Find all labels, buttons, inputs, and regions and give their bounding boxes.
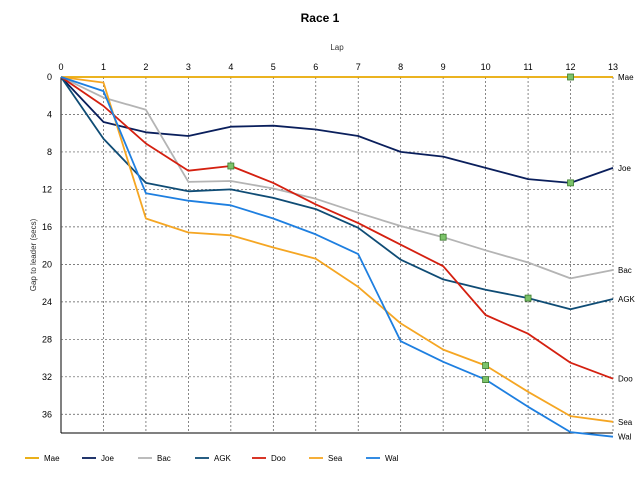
- x-tick-label: 13: [608, 62, 618, 72]
- x-axis-label: Lap: [330, 43, 344, 52]
- series-lines: [60, 76, 614, 438]
- end-label-mae: Mae: [618, 73, 634, 82]
- grid: [60, 77, 614, 434]
- y-tick-label: 20: [42, 259, 52, 269]
- y-tick-label: 24: [42, 297, 52, 307]
- pit-marker-joe: [567, 179, 574, 187]
- end-label-agk: AGK: [618, 295, 636, 304]
- series-line-joe: [60, 76, 614, 184]
- x-tick-label: 4: [228, 62, 233, 72]
- legend-label-wal: Wal: [385, 454, 399, 463]
- legend-label-agk: AGK: [214, 454, 232, 463]
- y-tick-label: 8: [47, 147, 52, 157]
- legend-label-bac: Bac: [157, 454, 171, 463]
- x-tick-label: 11: [523, 62, 532, 72]
- series-line-wal: [60, 76, 614, 438]
- pit-marker-mae: [567, 73, 574, 81]
- legend: Mae Joe Bac AGK Doo Sea Wal: [25, 454, 399, 463]
- legend-label-sea: Sea: [328, 454, 343, 463]
- legend-label-doo: Doo: [271, 454, 286, 463]
- chart-title: Race 1: [301, 11, 340, 25]
- end-label-joe: Joe: [618, 164, 631, 173]
- x-tick-label: 7: [356, 62, 361, 72]
- x-tick-label: 1: [101, 62, 106, 72]
- x-tick-label: 5: [271, 62, 276, 72]
- y-tick-label: 12: [42, 184, 52, 194]
- x-tick-label: 10: [481, 62, 491, 72]
- series-line-agk: [60, 76, 614, 311]
- legend-label-joe: Joe: [101, 454, 114, 463]
- series-end-labels: Mae Joe Bac AGK Doo Sea Wal: [618, 73, 636, 442]
- y-tick-label: 4: [47, 109, 52, 119]
- pit-marker-bac: [439, 233, 447, 241]
- x-tick-label: 6: [313, 62, 318, 72]
- pit-marker-sea: [482, 362, 490, 369]
- x-tick-label: 12: [566, 62, 576, 72]
- y-tick-label: 0: [47, 72, 52, 82]
- y-axis-label: Gap to leader (secs): [29, 218, 38, 291]
- y-tick-label: 28: [42, 334, 52, 344]
- pit-marker-doo: [227, 162, 235, 170]
- series-line-bac: [60, 76, 614, 280]
- legend-label-mae: Mae: [44, 454, 60, 463]
- end-label-bac: Bac: [618, 266, 632, 275]
- end-label-sea: Sea: [618, 418, 633, 427]
- x-tick-label: 0: [58, 62, 63, 72]
- y-tick-label: 32: [42, 372, 52, 382]
- x-tick-label: 9: [441, 62, 446, 72]
- x-tick-label: 2: [143, 62, 148, 72]
- series-line-sea: [60, 76, 614, 423]
- pit-markers: [227, 73, 574, 384]
- pit-marker-agk: [524, 294, 532, 302]
- y-tick-label: 36: [42, 409, 52, 419]
- pit-marker-wal: [482, 376, 490, 384]
- end-label-doo: Doo: [618, 375, 633, 384]
- end-label-wal: Wal: [618, 433, 632, 442]
- x-tick-label: 8: [398, 62, 403, 72]
- y-tick-label: 16: [42, 222, 52, 232]
- x-tick-label: 3: [186, 62, 191, 72]
- series-line-doo: [60, 76, 614, 380]
